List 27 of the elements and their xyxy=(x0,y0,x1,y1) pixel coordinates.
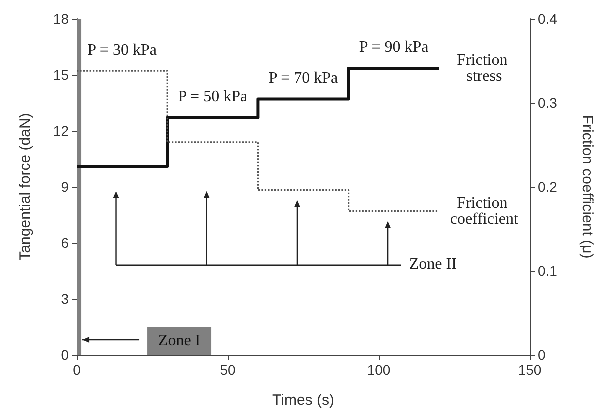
y2-tick-label: 0.2 xyxy=(538,179,558,195)
y-tick-label: 0 xyxy=(61,347,70,363)
y2-tick-label: 0 xyxy=(538,347,546,363)
y-axis-title: Tangential force (daN) xyxy=(17,113,34,261)
y-tick-label: 12 xyxy=(53,123,70,139)
y2-tick-label: 0.3 xyxy=(538,95,558,111)
y-tick-label: 18 xyxy=(53,11,70,27)
y2-tick-label: 0.1 xyxy=(538,263,558,279)
band-label: Zone I xyxy=(158,332,201,350)
annotation: P = 50 kPa xyxy=(178,88,248,106)
annotation: P = 70 kPa xyxy=(268,70,338,87)
y-tick-label: 3 xyxy=(61,291,70,307)
annotation: P = 90 kPa xyxy=(359,39,429,56)
y2-tick-label: 0.4 xyxy=(538,11,558,27)
y-tick-label: 9 xyxy=(61,179,70,195)
y-tick-label: 15 xyxy=(53,67,70,83)
x-tick-label: 100 xyxy=(367,362,391,378)
series-label: Friction coefficient xyxy=(450,194,520,228)
x-tick-label: 0 xyxy=(73,362,82,378)
annotation: P = 30 kPa xyxy=(88,42,157,59)
x-axis-title: Times (s) xyxy=(272,392,334,409)
annotation: Zone II xyxy=(409,256,457,274)
y2-axis-title: Friction coefficient (μ) xyxy=(579,115,596,259)
x-tick-label: 50 xyxy=(220,362,236,378)
y-tick-label: 6 xyxy=(61,235,70,251)
series-label: Friction stress xyxy=(457,52,512,85)
x-tick-label: 150 xyxy=(518,362,542,378)
